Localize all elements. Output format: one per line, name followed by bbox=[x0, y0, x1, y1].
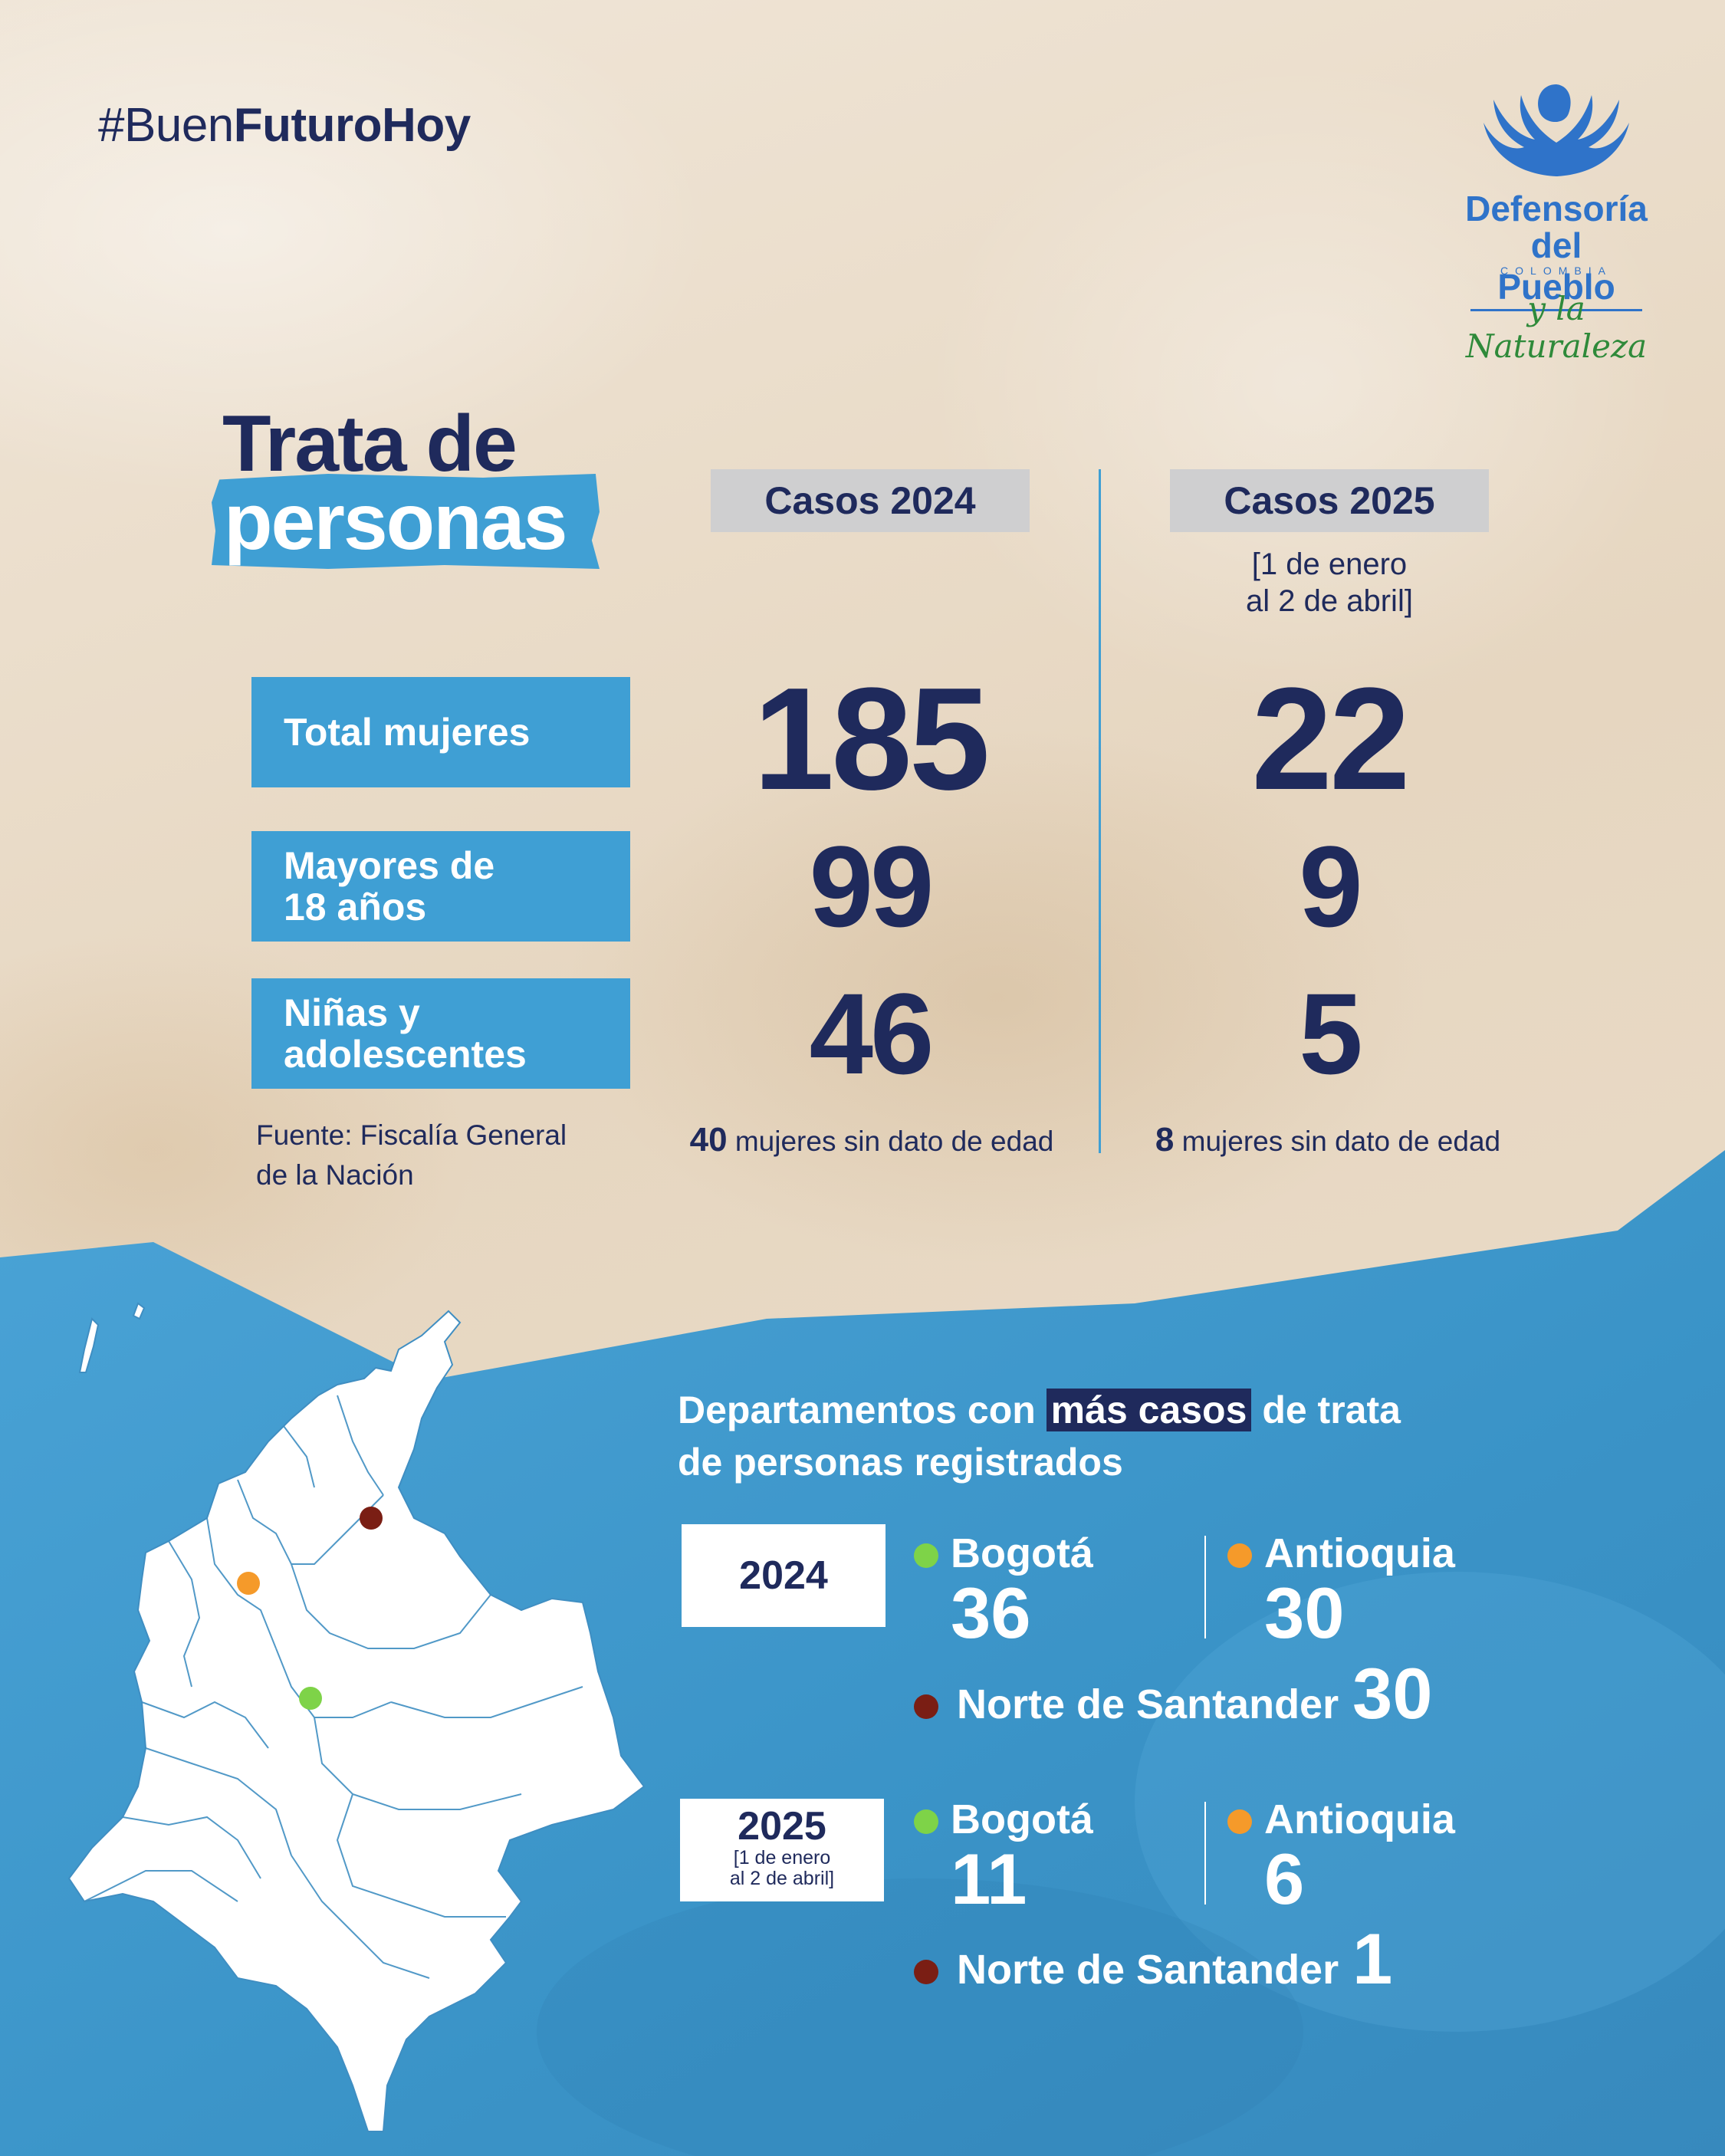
value-ninas-2025: 5 bbox=[1299, 969, 1362, 1098]
title-line1: Trata de bbox=[222, 399, 518, 488]
logo-line2: del Pueblo bbox=[1470, 225, 1642, 311]
providencia-island bbox=[132, 1302, 146, 1320]
norte-santander-dot-icon bbox=[914, 1694, 938, 1719]
logo-line1: Defensoría bbox=[1465, 189, 1648, 228]
dept-name: Bogotá bbox=[951, 1796, 1093, 1842]
logo-tagline: y la Naturaleza bbox=[1465, 290, 1648, 365]
year-box-2025-range-line1: [1 de enero bbox=[733, 1847, 831, 1868]
value-total-2024: 185 bbox=[753, 658, 990, 820]
column-2025-range: [1 de enero al 2 de abril] bbox=[1170, 546, 1489, 620]
hashtag: #BuenFuturoHoy bbox=[98, 98, 471, 153]
logo-country: COLOMBIA bbox=[1500, 265, 1612, 277]
norte-santander-dot-icon bbox=[914, 1960, 938, 1984]
dept-value: 30 bbox=[1264, 1573, 1345, 1653]
row-label-total-mujeres: Total mujeres bbox=[251, 677, 630, 787]
row-label-text: adolescentes bbox=[284, 1033, 527, 1076]
departments-title-part1: Departamentos con bbox=[678, 1389, 1046, 1431]
column-2025-range-line1: [1 de enero bbox=[1251, 547, 1408, 581]
dept-value: 6 bbox=[1264, 1839, 1305, 1919]
dept-name: Antioquia bbox=[1264, 1796, 1455, 1842]
source-line2: de la Nación bbox=[256, 1159, 414, 1191]
antioquia-dot-icon bbox=[1227, 1543, 1252, 1568]
column-header-2025: Casos 2025 bbox=[1170, 469, 1489, 532]
dept-value: 36 bbox=[951, 1573, 1031, 1653]
title-brush-highlight bbox=[212, 474, 600, 569]
row-label-text: 18 años bbox=[284, 886, 427, 928]
dept-name: Bogotá bbox=[951, 1530, 1093, 1576]
value-ninas-2024: 46 bbox=[809, 969, 935, 1098]
source-note: Fuente: Fiscalía General de la Nación bbox=[256, 1116, 593, 1195]
note-2025: 8 mujeres sin dato de edad bbox=[1113, 1121, 1543, 1159]
hashtag-light: #Buen bbox=[98, 99, 234, 152]
dept-name: Norte de Santander bbox=[957, 1947, 1339, 1993]
column-divider bbox=[1099, 469, 1101, 1153]
antioquia-dot-icon bbox=[1227, 1809, 1252, 1834]
san-andres-island bbox=[78, 1317, 100, 1373]
note-2025-text: mujeres sin dato de edad bbox=[1174, 1126, 1501, 1157]
dept-name: Antioquia bbox=[1264, 1530, 1455, 1576]
row-label-ninas: Niñas y adolescentes bbox=[251, 978, 630, 1089]
value-total-2025: 22 bbox=[1251, 658, 1410, 820]
defensoria-logo: Defensoría del Pueblo COLOMBIA y la Natu… bbox=[1449, 77, 1664, 365]
colombia-map bbox=[67, 1302, 646, 2132]
note-2024-value: 40 bbox=[689, 1121, 728, 1159]
dept-separator bbox=[1204, 1536, 1206, 1638]
row-label-mayores: Mayores de 18 años bbox=[251, 831, 630, 942]
dove-hands-icon bbox=[1484, 84, 1629, 176]
row-label-text: Total mujeres bbox=[284, 711, 531, 754]
departments-title: Departamentos con más casos de trata de … bbox=[678, 1384, 1598, 1488]
departments-title-line2: de personas registrados bbox=[678, 1441, 1123, 1484]
year-box-2024: 2024 bbox=[682, 1524, 886, 1627]
marker-bogota bbox=[299, 1687, 322, 1710]
dept-separator bbox=[1204, 1802, 1206, 1905]
column-header-2024: Casos 2024 bbox=[711, 469, 1030, 532]
note-2024: 40 mujeres sin dato de edad bbox=[657, 1121, 1086, 1159]
year-box-2025: 2025 [1 de enero al 2 de abril] bbox=[680, 1799, 884, 1901]
note-2024-text: mujeres sin dato de edad bbox=[727, 1126, 1054, 1157]
source-line1: Fuente: Fiscalía General bbox=[256, 1119, 567, 1151]
dept-value: 11 bbox=[951, 1839, 1027, 1919]
row-label-text: Mayores de bbox=[284, 844, 495, 887]
marker-norte-de-santander bbox=[360, 1507, 383, 1530]
departments-title-part2: de trata bbox=[1251, 1389, 1401, 1431]
departments-title-highlight: más casos bbox=[1046, 1389, 1252, 1431]
value-mayores-2024: 99 bbox=[809, 822, 935, 951]
hashtag-strong: FuturoHoy bbox=[233, 99, 471, 152]
title-line2: personas bbox=[224, 478, 567, 567]
bogota-dot-icon bbox=[914, 1543, 938, 1568]
dept-value: 1 bbox=[1352, 1918, 1393, 1999]
bogota-dot-icon bbox=[914, 1809, 938, 1834]
year-box-2025-year: 2025 bbox=[738, 1804, 826, 1849]
note-2025-value: 8 bbox=[1155, 1121, 1175, 1159]
year-box-2025-range-line2: al 2 de abril] bbox=[729, 1868, 835, 1889]
row-label-text: Niñas y bbox=[284, 991, 420, 1034]
value-mayores-2025: 9 bbox=[1299, 822, 1362, 951]
marker-antioquia bbox=[237, 1572, 260, 1595]
dept-name: Norte de Santander bbox=[957, 1681, 1339, 1727]
dept-value: 30 bbox=[1352, 1653, 1433, 1734]
column-2025-range-line2: al 2 de abril] bbox=[1246, 584, 1413, 618]
